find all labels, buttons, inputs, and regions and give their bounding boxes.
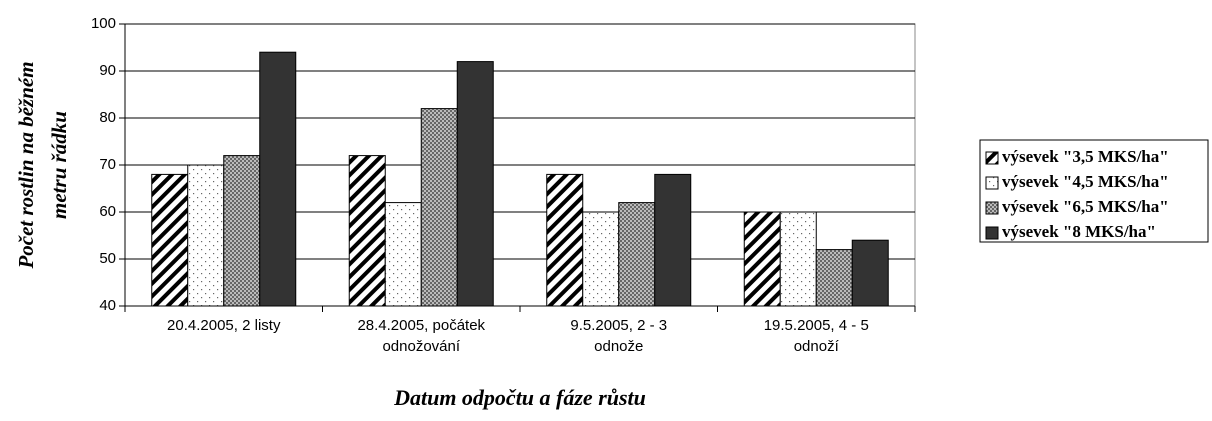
bar bbox=[384, 202, 422, 307]
legend-label: výsevek "8 MKS/ha" bbox=[1002, 222, 1156, 241]
legend-label: výsevek "3,5 MKS/ha" bbox=[1002, 147, 1169, 166]
y-axis-label: Počet rostlin na běžném bbox=[14, 61, 38, 269]
y-tick-label: 90 bbox=[99, 62, 116, 79]
y-axis-label: metru řádku bbox=[47, 111, 71, 219]
legend-swatch bbox=[985, 201, 999, 215]
x-tick-label: 20.4.2005, 2 listy bbox=[167, 317, 281, 334]
bar bbox=[582, 211, 620, 307]
y-tick-label: 80 bbox=[99, 109, 116, 126]
bar bbox=[851, 239, 889, 307]
legend-swatch bbox=[985, 151, 999, 165]
y-tick-label: 70 bbox=[99, 156, 116, 173]
x-tick-label: 28.4.2005, počátek bbox=[357, 317, 485, 334]
legend-box bbox=[979, 139, 1209, 243]
x-tick-label: odnoží bbox=[794, 338, 840, 355]
x-tick-label: odnože bbox=[594, 338, 643, 355]
bar bbox=[815, 249, 853, 307]
legend-swatch bbox=[985, 226, 999, 240]
legend-label: výsevek "6,5 MKS/ha" bbox=[1002, 197, 1169, 216]
x-tick-label: odnožování bbox=[382, 338, 460, 355]
y-tick-label: 50 bbox=[99, 250, 116, 267]
bar bbox=[618, 202, 656, 307]
bar bbox=[259, 51, 297, 307]
bar bbox=[456, 61, 494, 307]
x-tick-label: 19.5.2005, 4 - 5 bbox=[764, 317, 869, 334]
bar bbox=[779, 211, 817, 307]
bar bbox=[223, 155, 261, 307]
bar bbox=[546, 173, 584, 307]
bar bbox=[654, 173, 692, 307]
x-tick-label: 9.5.2005, 2 - 3 bbox=[570, 317, 667, 334]
bar bbox=[187, 164, 225, 307]
legend-swatch bbox=[985, 176, 999, 190]
y-tick-label: 60 bbox=[99, 203, 116, 220]
legend-label: výsevek "4,5 MKS/ha" bbox=[1002, 172, 1169, 191]
y-tick-label: 40 bbox=[99, 297, 116, 314]
bar bbox=[420, 108, 458, 307]
x-axis-label: Datum odpočtu a fáze růstu bbox=[393, 385, 646, 410]
bar bbox=[151, 173, 189, 307]
y-tick-label: 100 bbox=[91, 15, 116, 32]
bar bbox=[348, 155, 386, 307]
bar bbox=[743, 211, 781, 307]
